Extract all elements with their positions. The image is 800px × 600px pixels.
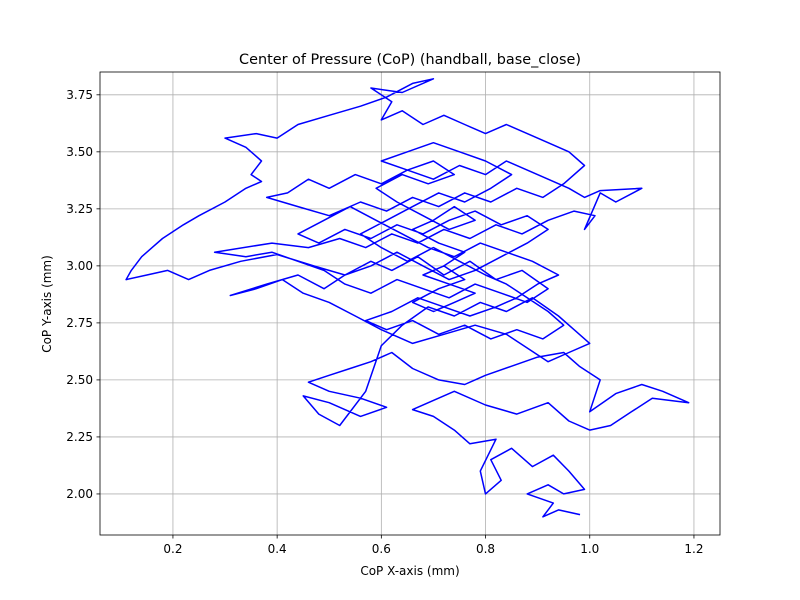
cop-trajectory-line xyxy=(125,78,690,518)
y-tick-label: 2.75 xyxy=(66,316,93,330)
x-axis-label: CoP X-axis (mm) xyxy=(360,564,459,578)
y-axis-label: CoP Y-axis (mm) xyxy=(40,255,54,353)
y-tick-label: 2.50 xyxy=(66,373,93,387)
y-tick-label: 2.00 xyxy=(66,487,93,501)
x-tick-label: 1.0 xyxy=(580,542,599,556)
x-tick-label: 1.2 xyxy=(684,542,703,556)
plot-frame xyxy=(99,71,721,536)
x-tick-label: 0.4 xyxy=(268,542,287,556)
x-axis-ticks: 0.2 0.4 0.6 0.8 1.0 1.2 xyxy=(163,535,703,556)
y-tick-label: 2.25 xyxy=(66,430,93,444)
y-tick-label: 3.00 xyxy=(66,259,93,273)
x-tick-label: 0.8 xyxy=(476,542,495,556)
y-tick-label: 3.50 xyxy=(66,145,93,159)
y-tick-label: 3.25 xyxy=(66,202,93,216)
x-tick-label: 0.6 xyxy=(372,542,391,556)
grid xyxy=(100,72,720,535)
y-tick-label: 3.75 xyxy=(66,88,93,102)
y-axis-ticks: 2.00 2.25 2.50 2.75 3.00 3.25 3.50 3.75 xyxy=(66,88,100,501)
x-tick-label: 0.2 xyxy=(163,542,182,556)
chart-title: Center of Pressure (CoP) (handball, base… xyxy=(239,52,581,68)
